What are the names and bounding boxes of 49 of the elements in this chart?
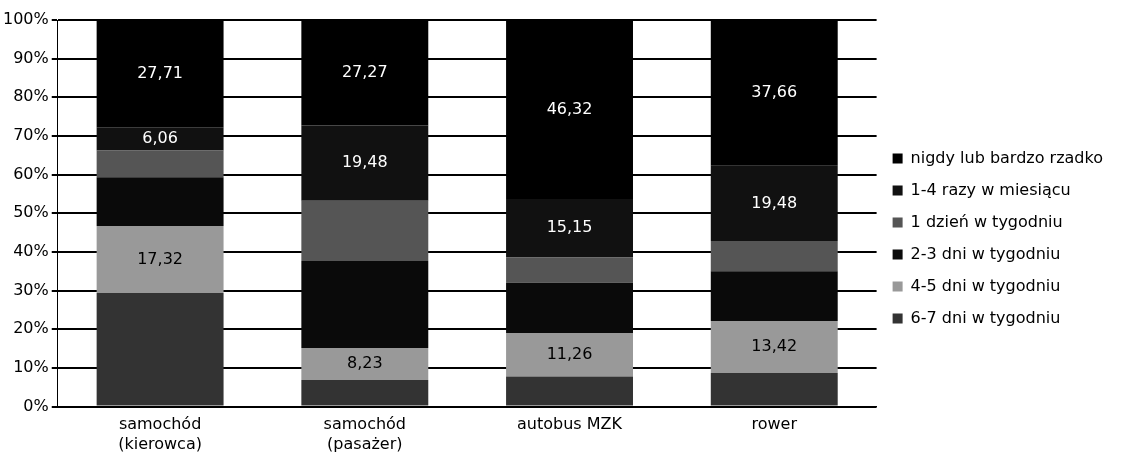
bar	[96, 150, 224, 178]
x-tick-label: autobus MZK	[517, 414, 623, 434]
bar	[301, 348, 429, 380]
y-tick-label: 60%	[13, 163, 49, 183]
bar	[710, 321, 838, 373]
bar	[301, 200, 429, 262]
x-tick-label: rower	[751, 414, 798, 434]
y-tick-label: 80%	[13, 86, 49, 106]
data-label: 6,06	[142, 128, 178, 148]
bar	[710, 241, 838, 272]
bar	[301, 379, 429, 406]
data-label: 13,42	[751, 336, 798, 356]
data-label: 19,48	[341, 152, 388, 172]
bar	[710, 165, 838, 242]
bar	[506, 257, 633, 283]
y-tick-label: 30%	[13, 279, 49, 299]
legend-label: 1 dzień w tygodniu	[910, 211, 1063, 231]
legend-label: 2-3 dni w tygodniu	[910, 243, 1061, 263]
data-label: 27,27	[341, 61, 388, 81]
bar	[506, 376, 633, 406]
y-tick-label: 20%	[13, 318, 49, 338]
bar	[96, 127, 224, 151]
data-label: 17,32	[137, 248, 184, 268]
legend-label: 1-4 razy w miesiącu	[910, 179, 1071, 199]
data-label: 27,71	[137, 62, 184, 82]
bar	[506, 198, 633, 258]
data-label: 8,23	[347, 353, 383, 373]
y-tick-label: 40%	[13, 241, 49, 261]
legend-label: nigdy lub bardzo rzadko	[910, 147, 1103, 167]
data-label: 37,66	[751, 82, 798, 102]
y-tick-label: 0%	[23, 395, 49, 415]
bar	[96, 225, 224, 293]
data-label: 19,48	[751, 192, 798, 212]
y-tick-label: 10%	[13, 357, 49, 377]
y-tick-label: 70%	[13, 125, 49, 145]
data-label: 46,32	[546, 98, 593, 118]
bar	[301, 125, 429, 201]
data-label: 15,15	[546, 217, 593, 237]
bar	[506, 332, 633, 377]
legend-label: 4-5 dni w tygodniu	[910, 275, 1061, 295]
data-label: 11,26	[546, 343, 593, 363]
y-tick-label: 100%	[2, 9, 49, 29]
y-tick-label: 50%	[13, 202, 49, 222]
x-tick-label: samochód (pasażer)	[323, 414, 407, 453]
y-tick-label: 90%	[13, 47, 49, 67]
bar	[96, 292, 224, 406]
x-tick-label: samochód (kierowca)	[118, 414, 202, 453]
bar	[710, 372, 838, 406]
legend-label: 6-7 dni w tygodniu	[910, 307, 1061, 327]
